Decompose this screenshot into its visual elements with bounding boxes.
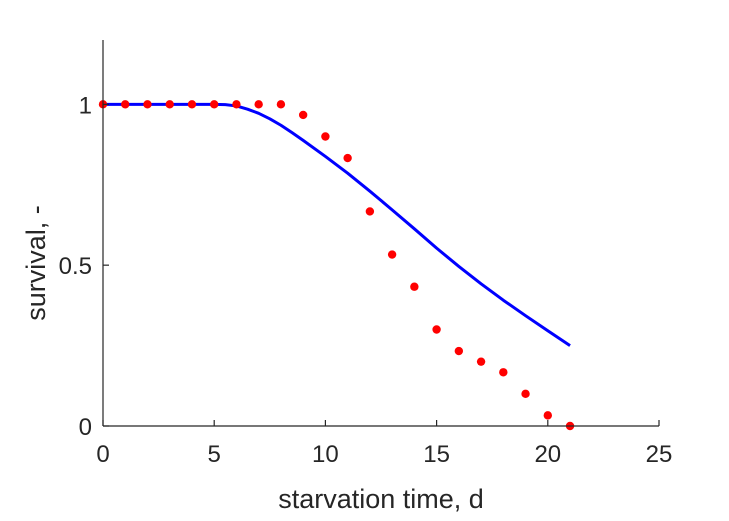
data-point: [499, 368, 508, 377]
series-layer: [98, 100, 575, 431]
data-point: [298, 110, 308, 120]
data-point: [276, 100, 286, 109]
data-point: [387, 250, 397, 259]
x-tick-label: 10: [312, 441, 339, 468]
data-point: [543, 411, 552, 420]
y-tick-label: 0: [79, 414, 92, 441]
data-point: [343, 153, 352, 163]
data-point: [143, 100, 152, 109]
x-axis-label: starvation time, d: [278, 484, 484, 514]
data-point: [232, 100, 241, 109]
axes-layer: 0 5 10 15 20 25 0 0.5 1: [59, 40, 673, 468]
data-point: [432, 325, 441, 334]
model-curve-line: [103, 102, 571, 347]
data-point: [521, 389, 530, 399]
data-point: [210, 100, 219, 109]
data-point: [454, 346, 464, 356]
x-tick-label: 15: [423, 441, 450, 468]
data-point: [321, 132, 330, 141]
x-tick-label: 20: [534, 441, 561, 468]
data-point: [410, 282, 419, 291]
data-point: [165, 100, 174, 109]
y-tick-label: 1: [79, 92, 92, 119]
y-tick-label: 0.5: [59, 253, 92, 280]
data-point: [254, 100, 263, 109]
data-point: [187, 100, 197, 109]
data-point: [121, 100, 130, 109]
data-point: [476, 357, 486, 366]
y-axis-label: survival, -: [21, 205, 51, 321]
x-tick-label: 25: [646, 441, 673, 468]
x-tick-label: 0: [96, 441, 109, 468]
x-tick-label: 5: [208, 441, 221, 468]
data-point: [365, 207, 375, 216]
